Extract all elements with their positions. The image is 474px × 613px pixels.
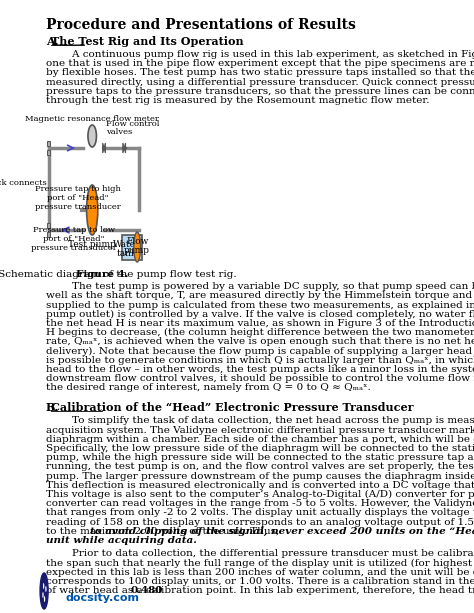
Text: pump, while the high pressure side will be connected to the static pressure tap : pump, while the high pressure side will … [46, 453, 474, 462]
Text: Procedure and Presentations of Results: Procedure and Presentations of Results [46, 18, 356, 32]
Text: head to the flow – in other words, the test pump acts like a minor loss in the s: head to the flow – in other words, the t… [46, 365, 474, 374]
Text: one that is used in the pipe flow experiment except that the pipe specimens are : one that is used in the pipe flow experi… [46, 59, 474, 68]
Text: tank: tank [117, 249, 137, 258]
Text: Pressure tap to high: Pressure tap to high [35, 185, 120, 193]
Text: Magnetic resonance flow meter: Magnetic resonance flow meter [25, 115, 159, 123]
Bar [47, 150, 50, 155]
Polygon shape [123, 143, 124, 153]
Text: A.: A. [46, 36, 58, 47]
Text: port of "Head": port of "Head" [47, 194, 109, 202]
Text: docsity.com: docsity.com [66, 593, 140, 603]
Text: pump. The larger pressure downstream of the pump causes the diaphragm inside the: pump. The larger pressure downstream of … [46, 471, 474, 481]
Text: delivery). Note that because the flow pump is capable of supplying a larger head: delivery). Note that because the flow pu… [46, 346, 474, 356]
Text: This deflection is measured electronically and is converted into a DC voltage th: This deflection is measured electronical… [46, 481, 474, 490]
Text: B.: B. [46, 402, 59, 413]
Text: valves: valves [106, 128, 133, 136]
Text: corresponds to 100 display units, or 1.00 volts. There is a calibration stand in: corresponds to 100 display units, or 1.0… [46, 577, 474, 586]
Text: supplied to the pump is calculated from these two measurements, as explained in : supplied to the pump is calculated from … [46, 300, 474, 310]
Bar [47, 232, 50, 237]
Text: acquisition system. The Validyne electronic differential pressure transducer mar: acquisition system. The Validyne electro… [46, 425, 474, 435]
Text: measured directly, using a differential pressure transducer. Quick connect press: measured directly, using a differential … [46, 78, 474, 86]
Text: This voltage is also sent to the computer’s Analog-to-Digital (A/D) converter fo: This voltage is also sent to the compute… [46, 490, 474, 499]
Text: To simplify the task of data collection, the net head across the pump is measure: To simplify the task of data collection,… [46, 416, 474, 425]
Text: rate, Qₘₐˣ, is achieved when the valve is open enough such that there is no net : rate, Qₘₐˣ, is achieved when the valve i… [46, 337, 474, 346]
Text: the desired range of interest, namely from Q = 0 to Q ≈ Qₘₐˣ.: the desired range of interest, namely fr… [46, 383, 371, 392]
Text: Calibration of the “Head” Electronic Pressure Transducer: Calibration of the “Head” Electronic Pre… [51, 402, 413, 413]
Polygon shape [103, 143, 104, 153]
Text: Flow control: Flow control [106, 120, 160, 128]
Text: The test pump is powered by a variable DC supply, so that pump speed can be vari: The test pump is powered by a variable D… [46, 282, 474, 291]
Text: reading of 158 on the display unit corresponds to an analog voltage output of 1.: reading of 158 on the display unit corre… [46, 517, 474, 527]
Text: Pressure tap to low: Pressure tap to low [33, 226, 115, 234]
Text: Specifically, the low pressure side of the diaphragm will be connected to the st: Specifically, the low pressure side of t… [46, 444, 474, 453]
Text: converter can read voltages in the range from -5 to 5 volts. However, the Validy: converter can read voltages in the range… [46, 499, 474, 508]
Text: The Test Rig and Its Operation: The Test Rig and Its Operation [51, 36, 244, 47]
Text: of water head as a calibration point. In this lab experiment, therefore, the hea: of water head as a calibration point. In… [46, 586, 474, 595]
Text: to the maximum 2.00 volts of the unit. Thus,: to the maximum 2.00 volts of the unit. T… [46, 527, 283, 536]
Text: Flow: Flow [126, 237, 148, 246]
Text: A continuous pump flow rig is used in this lab experiment, as sketched in Figure: A continuous pump flow rig is used in th… [46, 50, 474, 59]
Circle shape [40, 573, 48, 609]
Text: downstream flow control valves, it should be possible to control the volume flow: downstream flow control valves, it shoul… [46, 374, 474, 383]
Text: port of "Head": port of "Head" [44, 235, 105, 243]
Text: running, the test pump is on, and the flow control valves are set properly, the : running, the test pump is on, and the fl… [46, 462, 474, 471]
Text: Test pump: Test pump [68, 240, 116, 249]
Ellipse shape [88, 125, 96, 147]
Polygon shape [124, 143, 126, 153]
Text: Quick connects: Quick connects [0, 178, 46, 186]
Text: pump outlet) is controlled by a valve. If the valve is closed completely, no wat: pump outlet) is controlled by a valve. I… [46, 310, 474, 319]
Text: the net head H is near its maximum value, as shown in Figure 3 of the Introducti: the net head H is near its maximum value… [46, 319, 474, 328]
Text: pressure transducer: pressure transducer [31, 244, 117, 252]
Text: 0.480: 0.480 [130, 586, 163, 595]
Text: Prior to data collection, the differential pressure transducer must be calibrate: Prior to data collection, the differenti… [46, 549, 474, 558]
Text: is possible to generate conditions in which Q is actually larger than Qₘₐˣ, in w: is possible to generate conditions in wh… [46, 356, 474, 365]
Text: Figure 4. Schematic diagram of the pump flow test rig.: Figure 4. Schematic diagram of the pump … [0, 270, 237, 279]
Polygon shape [104, 143, 105, 153]
Text: that ranges from only -2 to 2 volts. The display unit actually displays the volt: that ranges from only -2 to 2 volts. The… [46, 508, 474, 517]
Text: Figure 4.: Figure 4. [76, 270, 129, 279]
Text: expected in this lab is less than 200 inches of water column, and the unit will : expected in this lab is less than 200 in… [46, 568, 474, 577]
Circle shape [42, 592, 44, 598]
Text: pressure transducer: pressure transducer [35, 203, 120, 211]
Text: pressure taps to the pressure transducers, so that the pressure lines can be con: pressure taps to the pressure transducer… [46, 87, 474, 96]
Bar [122, 235, 142, 260]
Text: well as the shaft torque, T, are measured directly by the Himmelstein torque and: well as the shaft torque, T, are measure… [46, 291, 474, 300]
Text: H begins to decrease, (the column height difference between the two manometer tu: H begins to decrease, (the column height… [46, 328, 474, 337]
Text: diaphragm within a chamber. Each side of the chamber has a port, which will be c: diaphragm within a chamber. Each side of… [46, 435, 474, 444]
Bar [47, 223, 50, 228]
Bar [47, 141, 50, 146]
Circle shape [87, 185, 98, 235]
Text: the span such that nearly the full range of the display unit is utilized (for hi: the span such that nearly the full range… [46, 558, 474, 568]
Text: to avoid clipping of the signal, never exceed 200 units on the “Head” display: to avoid clipping of the signal, never e… [90, 527, 474, 536]
Circle shape [43, 583, 45, 589]
Bar [46, 120, 142, 262]
Text: by flexible hoses. The test pump has two static pressure taps installed so that : by flexible hoses. The test pump has two… [46, 69, 474, 77]
Circle shape [44, 596, 45, 602]
Text: Water: Water [113, 240, 141, 249]
Circle shape [45, 586, 46, 592]
Circle shape [134, 232, 140, 262]
Text: through the test rig is measured by the Rosemount magnetic flow meter.: through the test rig is measured by the … [46, 96, 429, 105]
Text: pump: pump [124, 246, 150, 255]
Text: unit while acquiring data.: unit while acquiring data. [46, 536, 197, 545]
